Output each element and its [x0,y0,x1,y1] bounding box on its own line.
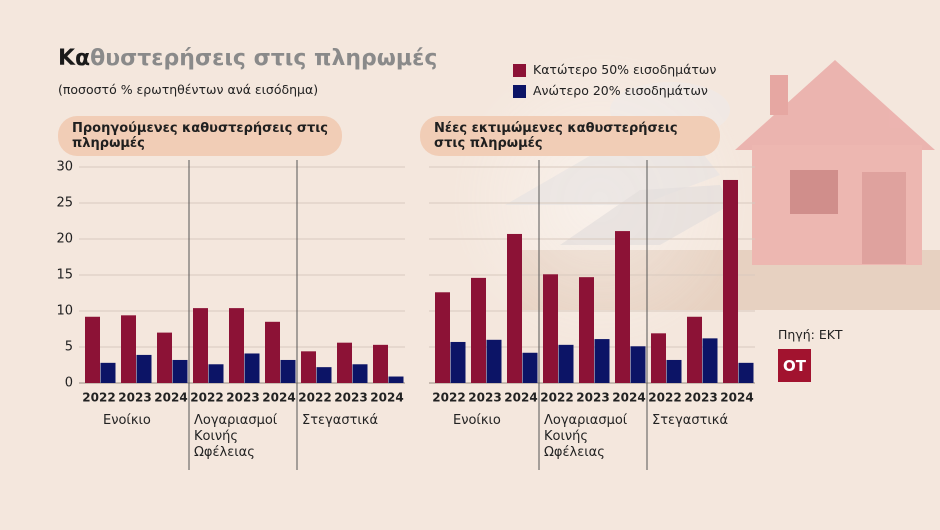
x-tick-label: 2023 [684,391,717,405]
x-tick-label: 2022 [298,391,331,405]
y-tick-label: 0 [65,376,73,391]
x-tick-label: 2022 [648,391,681,405]
bar [85,316,100,383]
bar [579,277,594,383]
bar [651,333,666,383]
x-tick-label: 2023 [576,391,609,405]
bar [630,346,646,383]
x-tick-label: 2024 [504,391,537,405]
bar [229,308,244,383]
bar [543,274,558,383]
x-tick-label: 2024 [612,391,645,405]
bar [687,316,702,383]
bar [388,376,404,383]
x-tick-label: 2022 [190,391,223,405]
legend-label: Κατώτερο 50% εισοδημάτων [533,62,717,77]
bar [702,338,718,383]
source: Πηγή: ΕΚΤ [778,327,843,342]
bar [352,364,368,383]
bar [558,344,574,383]
bar [471,277,486,383]
bar [172,359,188,383]
x-tick-label: 2023 [468,391,501,405]
bar [280,359,296,383]
bar [435,292,450,383]
bar [615,231,630,383]
x-tick-label: 2022 [82,391,115,405]
bar [316,367,332,383]
x-tick-label: 2024 [370,391,403,405]
y-tick-label: 20 [56,232,73,247]
group-label: Στεγαστικά [302,413,379,428]
group-label: Ενοίκιο [453,413,501,428]
x-tick-label: 2024 [720,391,753,405]
group-label: Λογαριασμοί Κοινής Ωφέλειας [544,413,628,460]
bar [594,339,610,383]
bar [486,339,502,383]
bar [136,354,152,383]
panel-header: Προηγούμενες καθυστερήσεις στις πληρωμές [58,116,342,156]
panel-header: Νέες εκτιμώμενες καθυστερήσεις στις πληρ… [420,116,720,156]
y-tick-label: 30 [56,160,73,175]
legend-swatch [513,64,526,77]
x-tick-label: 2023 [334,391,367,405]
y-tick-label: 25 [56,196,73,211]
bar [723,179,738,383]
legend-swatch [513,85,526,98]
x-tick-label: 2022 [432,391,465,405]
bar [193,308,208,383]
y-tick-label: 5 [65,340,73,355]
group-label: Στεγαστικά [652,413,729,428]
bar [337,342,352,383]
logo: OT [778,349,811,382]
group-label: Ενοίκιο [103,413,151,428]
bar [301,351,316,383]
x-tick-label: 2023 [118,391,151,405]
bar [738,362,754,383]
y-tick-label: 15 [56,268,73,283]
subtitle: (ποσοστό % ερωτηθέντων ανά εισόδημα) [58,82,319,97]
legend-label: Ανώτερο 20% εισοδημάτων [533,83,708,98]
x-tick-label: 2024 [262,391,295,405]
bar [450,341,466,383]
y-tick-label: 10 [56,304,73,319]
bar [157,332,172,383]
bar [121,315,136,383]
bar [507,233,522,383]
bar [208,364,224,383]
x-tick-label: 2022 [540,391,573,405]
x-tick-label: 2024 [154,391,187,405]
bar [373,344,388,383]
bar [666,359,682,383]
bar [244,353,260,383]
bar [522,352,538,383]
bar [100,362,116,383]
bar [265,321,280,383]
title: Καθυστερήσεις στις πληρωμές [58,46,438,71]
group-label: Λογαριασμοί Κοινής Ωφέλειας [194,413,278,460]
x-tick-label: 2023 [226,391,259,405]
